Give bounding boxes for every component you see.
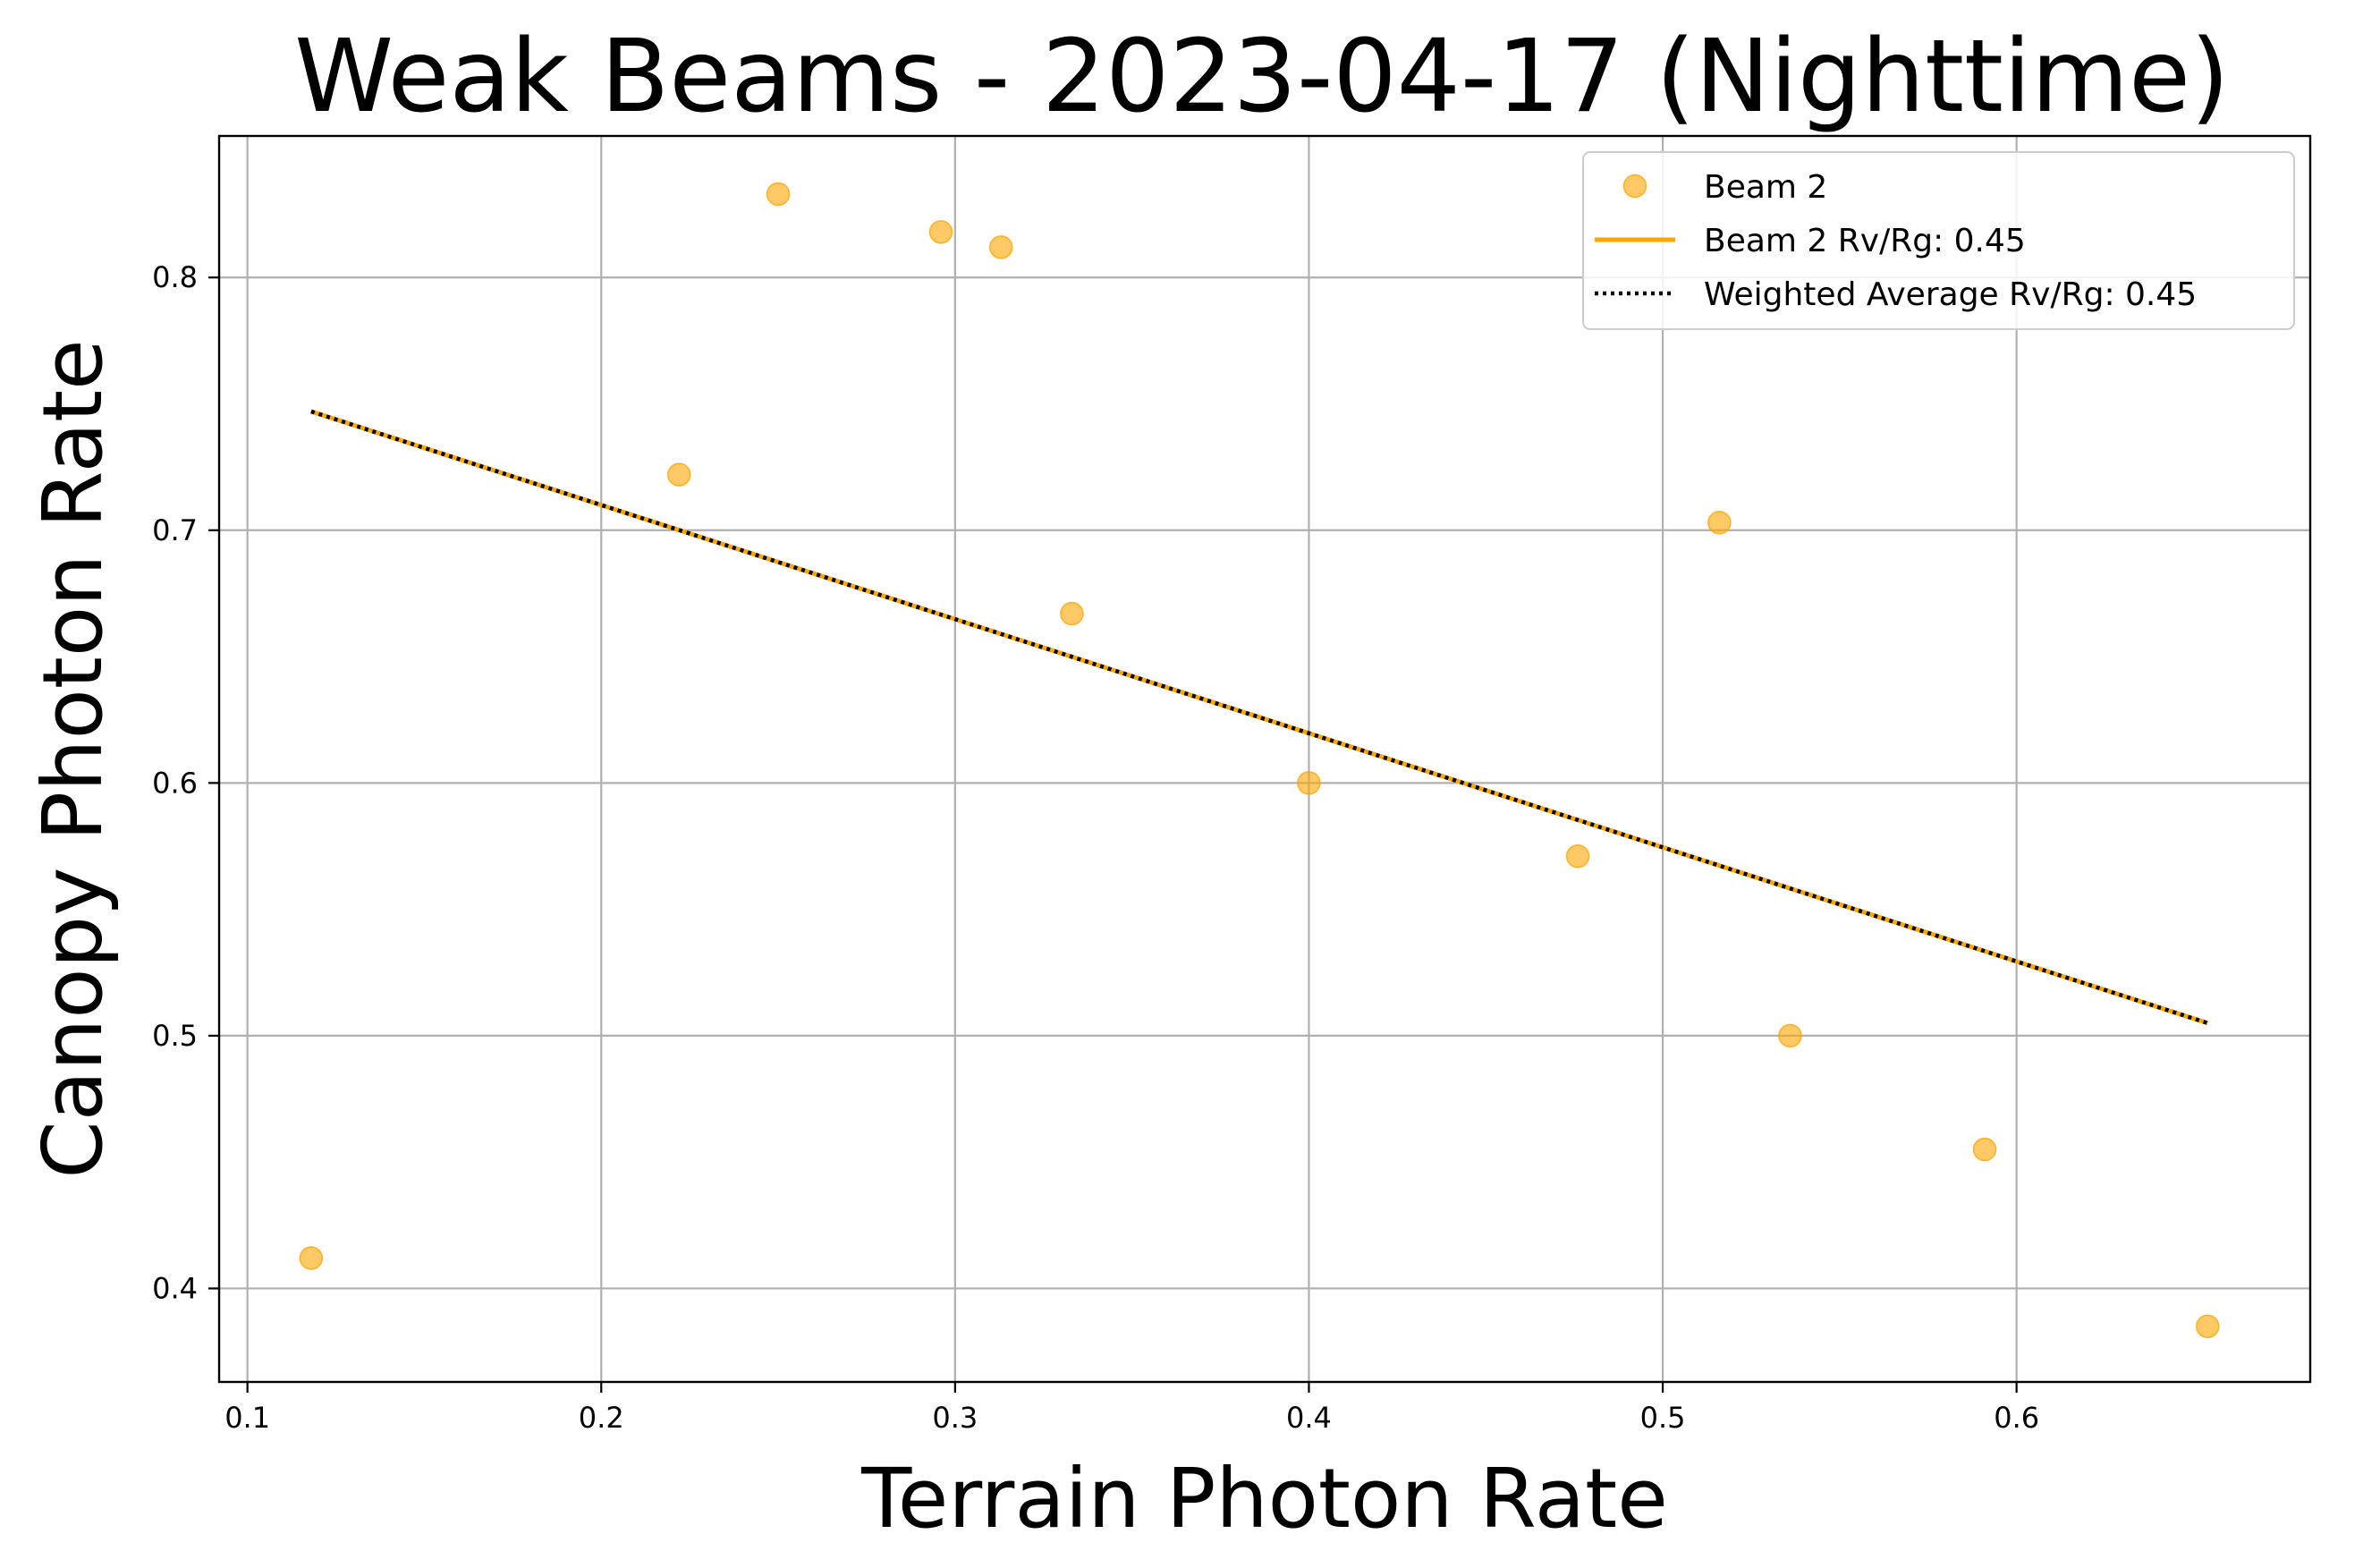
x-tick-label: 0.2 (579, 1401, 624, 1435)
y-tick-label: 0.5 (152, 1019, 198, 1053)
x-axis-label: Terrain Photon Rate (860, 1451, 1668, 1547)
x-tick-label: 0.6 (1994, 1401, 2039, 1435)
x-tick-label: 0.5 (1640, 1401, 1686, 1435)
y-axis-label: Canopy Photon Rate (25, 339, 121, 1178)
scatter-point (1060, 601, 1084, 626)
scatter-point (989, 235, 1013, 259)
scatter-point (1565, 844, 1590, 869)
legend: Beam 2 Beam 2 Rv/Rg: 0.45 Weighted Average… (1582, 151, 2295, 330)
legend-label: Weighted Average Rv/Rg: 0.45 (1704, 276, 2197, 313)
scatter-point (928, 220, 953, 244)
weighted-average-line (310, 409, 2208, 1025)
legend-box (1582, 151, 2295, 330)
x-tick-label: 0.4 (1286, 1401, 1332, 1435)
y-tick-label: 0.6 (152, 766, 198, 800)
y-tick-label: 0.7 (152, 513, 198, 547)
axis-ticks: 0.1 0.2 0.3 0.4 0.5 0.6 0.4 0.5 0.6 0.7 0.8 (152, 260, 2039, 1435)
y-tick-label: 0.8 (152, 260, 198, 294)
legend-label: Beam 2 (1704, 169, 1827, 206)
scatter-point (1707, 511, 1732, 535)
scatter-point (1778, 1023, 1802, 1048)
scatter-point (299, 1246, 324, 1270)
legend-marker-scatter (1622, 174, 1647, 199)
scatter-point (2196, 1314, 2220, 1339)
scatter-point (766, 182, 791, 207)
x-tick-label: 0.1 (224, 1401, 270, 1435)
chart-title: Weak Beams - 2023-04-17 (Nighttime) (294, 19, 2229, 135)
legend-label: Beam 2 Rv/Rg: 0.45 (1704, 223, 2026, 259)
plot-frame (217, 134, 2312, 1384)
y-tick-label: 0.4 (152, 1271, 198, 1305)
plot-series (299, 182, 2220, 1339)
scatter-point (1972, 1137, 1997, 1162)
scatter-point (1297, 771, 1321, 795)
scatter-point (667, 462, 691, 487)
x-tick-label: 0.3 (932, 1401, 978, 1435)
